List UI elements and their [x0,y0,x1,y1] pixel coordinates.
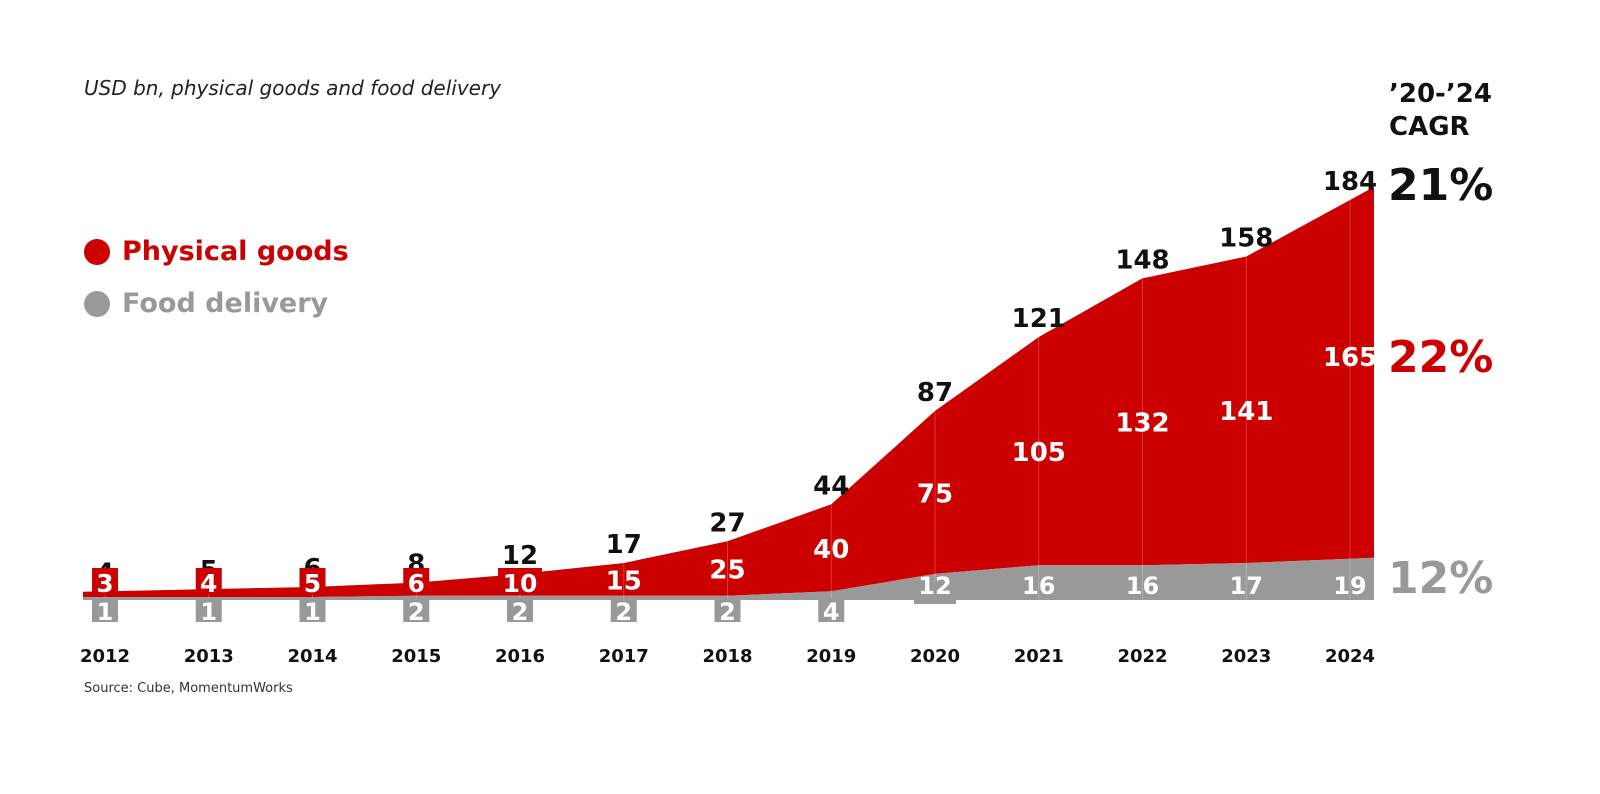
total-label: 27 [709,508,745,538]
food-label-box [507,598,533,622]
food-delivery-label: 2 [719,598,736,626]
total-label: 87 [917,378,953,408]
food-label-box [818,598,845,622]
x-tick-label: 2019 [806,646,856,667]
physical-goods-label: 75 [917,479,953,509]
food-label-box [914,582,956,604]
x-tick-label: 2016 [495,646,545,667]
physical-goods-label: 6 [408,569,425,598]
food-label-box [610,598,637,622]
food-delivery-label: 2 [512,598,529,626]
total-label: 121 [1012,304,1066,334]
total-label: 44 [813,471,849,501]
legend-dot-icon [84,238,110,265]
physical-goods-label: 132 [1115,409,1169,439]
physical-goods-label: 15 [606,566,642,596]
physical-label-box [403,568,430,594]
food-label-box [195,598,222,622]
physical-label-box [498,568,542,594]
food-label-box [403,598,430,622]
x-tick-label: 2017 [599,646,649,667]
food-delivery-label: 1 [200,598,217,626]
food-delivery-label: 1 [304,598,321,626]
food-label-box [299,598,326,622]
physical-goods-label: 10 [503,569,538,598]
cagr-header-label: CAGR [1389,112,1470,142]
total-label: 148 [1115,245,1169,275]
physical-label-box [92,568,118,594]
physical-label-box [299,568,326,594]
x-tick-label: 2018 [702,646,752,667]
physical-goods-label: 25 [709,555,745,585]
food-delivery-label: 12 [918,572,951,600]
chart-subtitle: USD bn, physical goods and food delivery [84,76,502,100]
cagr-header-period: ’20-’24 [1389,79,1492,109]
food-delivery-label: 1 [97,598,114,626]
legend-item-physical-goods: Physical goods [84,236,349,267]
physical-goods-label: 3 [96,569,113,598]
legend-label: Food delivery [122,288,329,319]
x-tick-label: 2012 [80,646,130,667]
area-physical-goods [83,186,1374,597]
area-food-delivery [83,557,1374,600]
food-delivery-label: 2 [408,598,425,626]
physical-goods-label: 40 [813,535,849,565]
physical-label-box [195,568,222,594]
food-delivery-label: 16 [1126,572,1159,600]
cagr-food-delivery: 12% [1388,553,1494,604]
x-tick-label: 2013 [184,646,234,667]
total-label: 12 [502,541,538,571]
food-delivery-label: 2 [615,598,632,626]
food-delivery-label: 17 [1230,572,1263,600]
cagr-header: ’20-’24 CAGR [1389,78,1492,144]
physical-goods-label: 5 [304,569,321,598]
legend-dot-icon [84,290,110,317]
x-tick-label: 2021 [1014,646,1064,667]
food-delivery-label: 4 [823,598,840,626]
food-delivery-label: 16 [1022,572,1055,600]
food-delivery-label: 19 [1333,572,1366,600]
physical-goods-label: 4 [200,569,217,598]
total-label: 17 [606,530,642,560]
x-tick-label: 2020 [910,646,960,667]
x-tick-label: 2015 [391,646,441,667]
physical-goods-label: 105 [1012,438,1066,468]
cagr-physical-goods: 22% [1388,332,1494,383]
total-label: 184 [1323,167,1377,197]
cagr-total: 21% [1388,160,1494,211]
legend-label: Physical goods [122,236,349,267]
physical-goods-label: 141 [1219,397,1273,427]
total-label: 158 [1219,224,1273,254]
legend-item-food-delivery: Food delivery [84,288,328,319]
x-tick-label: 2023 [1221,646,1271,667]
x-tick-label: 2022 [1117,646,1167,667]
food-label-box [92,598,118,622]
x-tick-label: 2014 [287,646,337,667]
x-tick-label: 2024 [1325,646,1375,667]
source-note: Source: Cube, MomentumWorks [84,681,293,696]
physical-goods-label: 165 [1323,343,1377,373]
food-label-box [714,598,741,622]
